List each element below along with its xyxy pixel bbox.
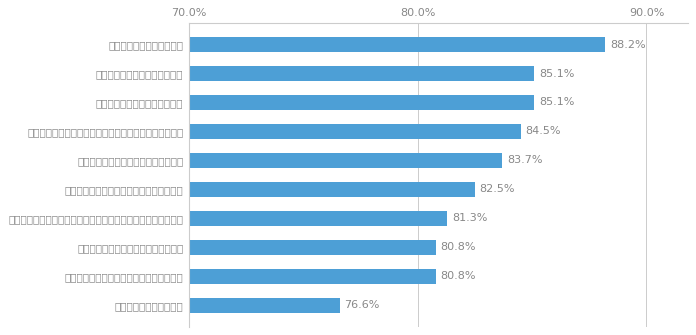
Text: 82.5%: 82.5% xyxy=(480,185,515,194)
Text: 85.1%: 85.1% xyxy=(539,68,574,78)
Bar xyxy=(189,124,521,139)
Bar xyxy=(189,153,503,168)
Text: 80.8%: 80.8% xyxy=(441,243,476,252)
Bar xyxy=(189,66,535,81)
Bar xyxy=(189,37,606,52)
Text: 85.1%: 85.1% xyxy=(539,97,574,108)
Bar xyxy=(189,298,340,313)
Text: 76.6%: 76.6% xyxy=(345,300,380,310)
Text: 88.2%: 88.2% xyxy=(610,40,645,50)
Bar xyxy=(189,182,475,197)
Bar xyxy=(189,95,535,110)
Text: 81.3%: 81.3% xyxy=(452,213,487,223)
Bar xyxy=(189,211,448,226)
Text: 84.5%: 84.5% xyxy=(525,126,561,136)
Text: 80.8%: 80.8% xyxy=(441,271,476,281)
Text: 83.7%: 83.7% xyxy=(507,155,542,165)
Bar xyxy=(189,269,436,284)
Bar xyxy=(189,240,436,255)
